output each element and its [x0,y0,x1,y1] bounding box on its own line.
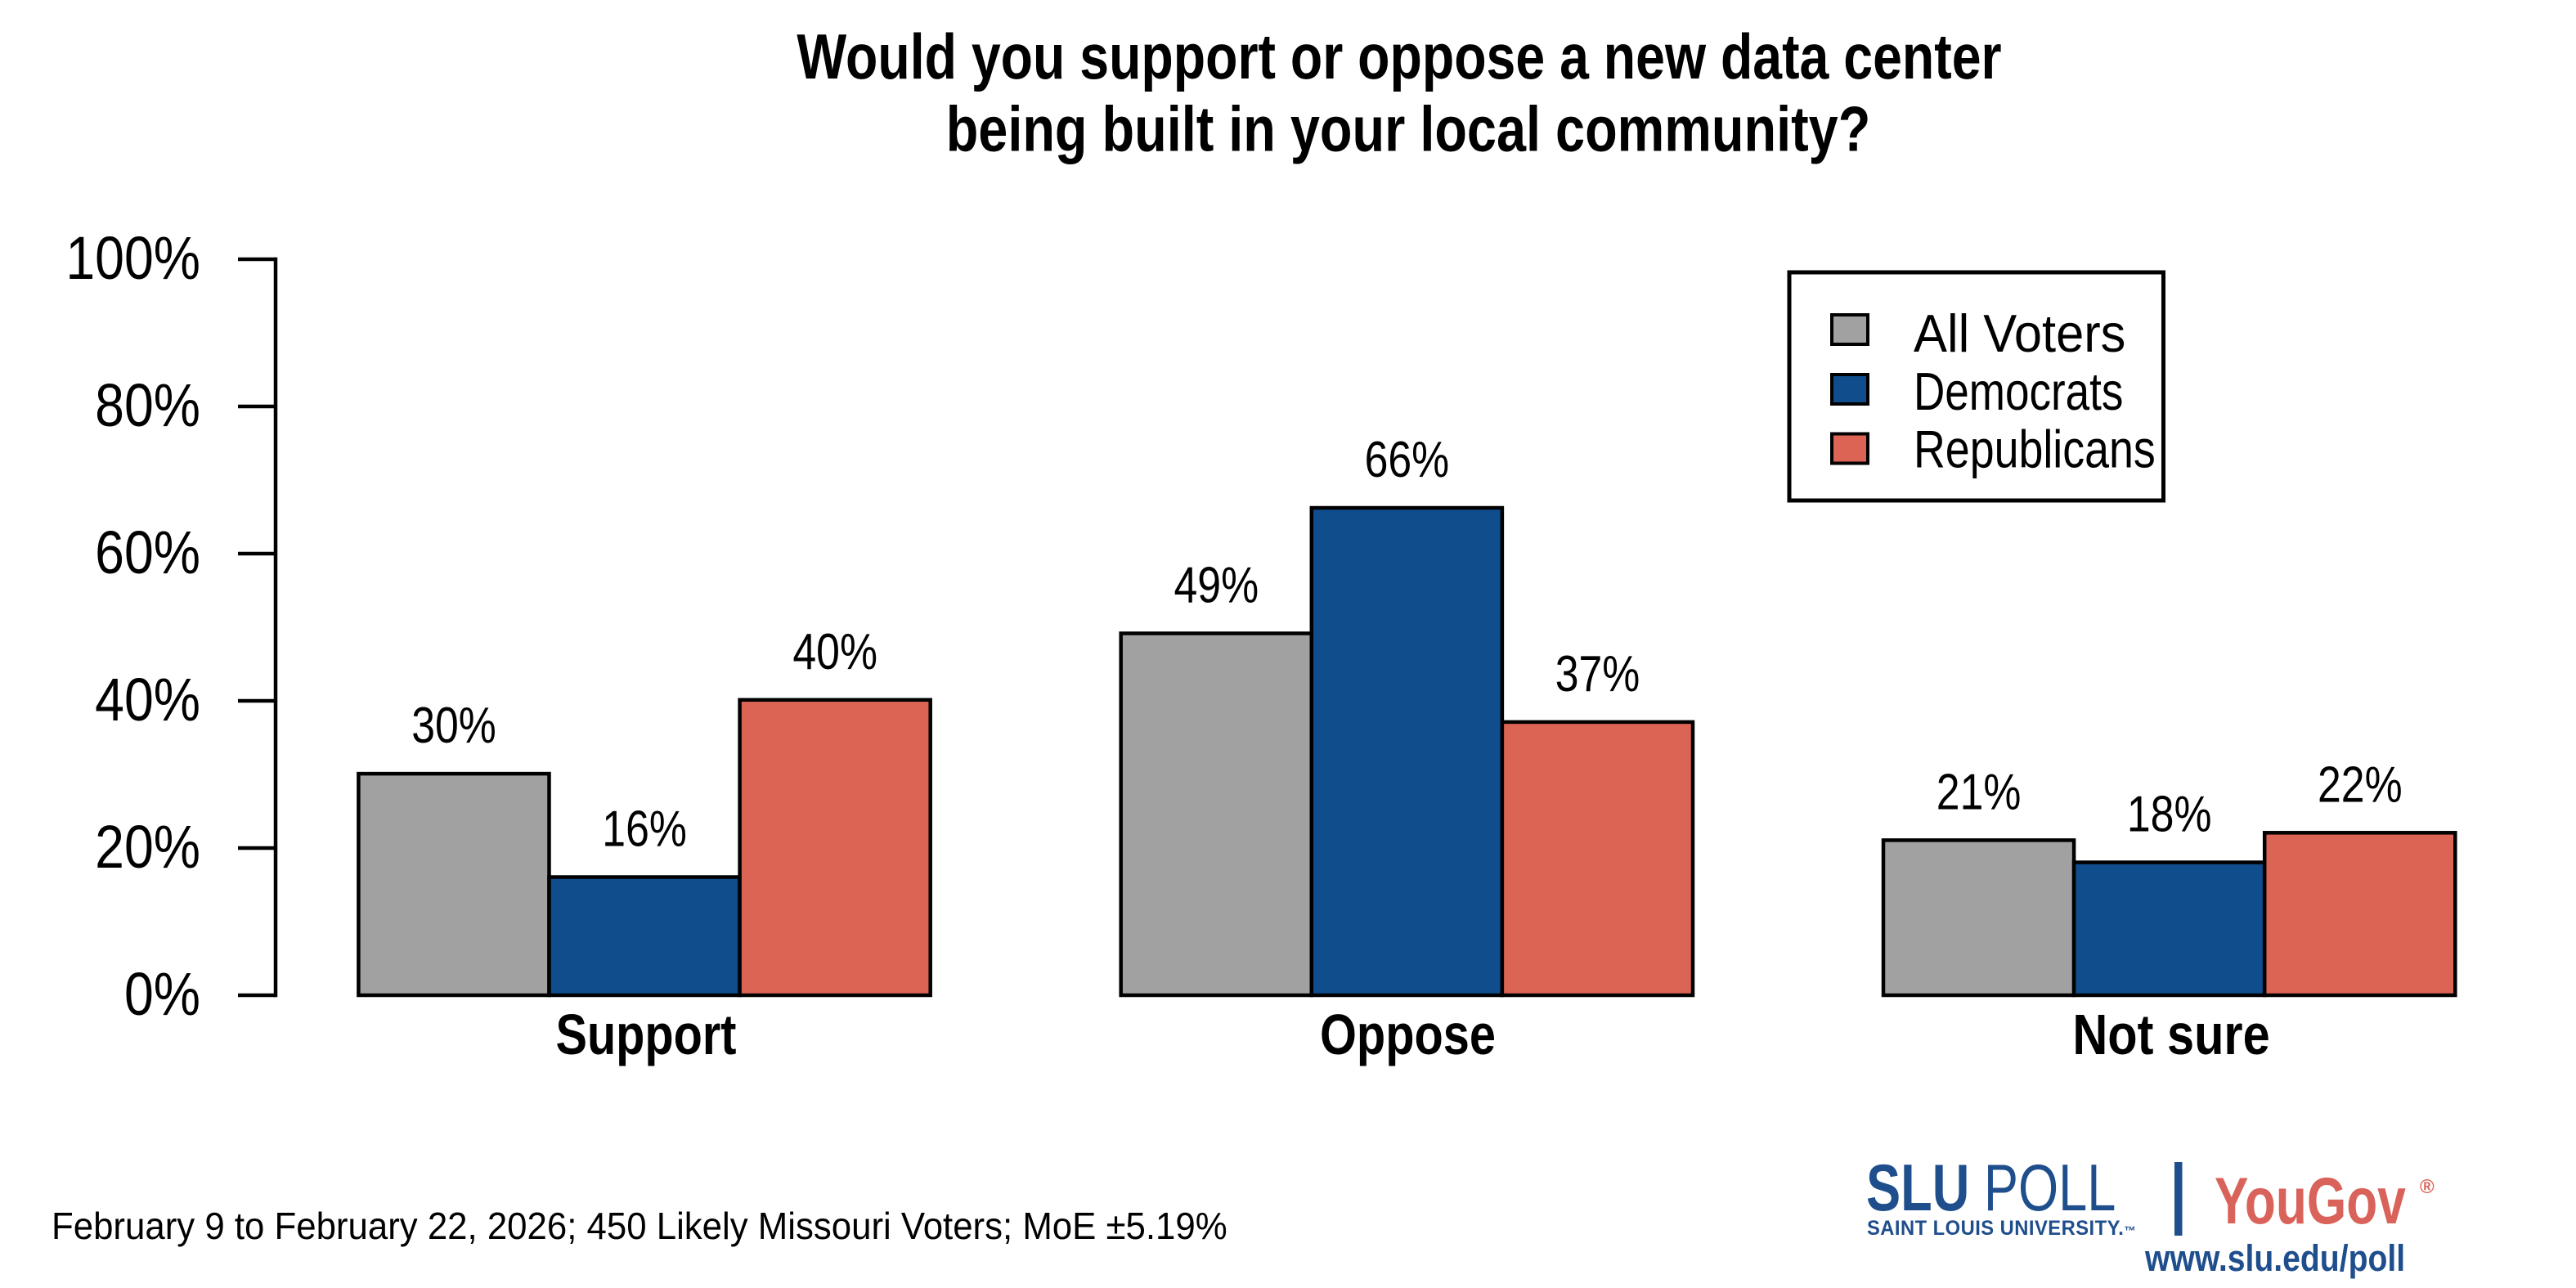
svg-text:20%: 20% [95,813,200,881]
svg-text:All Voters: All Voters [1914,304,2125,363]
svg-text:YouGov: YouGov [2215,1165,2406,1238]
svg-text:60%: 60% [95,518,200,586]
svg-text:Not sure: Not sure [2072,1002,2269,1066]
svg-text:66%: 66% [1365,432,1450,488]
svg-text:®: ® [2420,1176,2435,1198]
svg-text:49%: 49% [1174,557,1259,613]
svg-text:40%: 40% [792,623,877,680]
svg-text:18%: 18% [2127,786,2212,842]
svg-text:30%: 30% [411,698,496,754]
svg-text:SAINT LOUIS UNIVERSITY.™: SAINT LOUIS UNIVERSITY.™ [1867,1217,2136,1240]
svg-text:21%: 21% [1936,764,2022,820]
svg-text:16%: 16% [602,801,687,857]
svg-text:Oppose: Oppose [1320,1003,1496,1067]
svg-text:37%: 37% [1555,646,1640,702]
svg-text:Republicans: Republicans [1914,420,2156,479]
svg-text:80%: 80% [95,371,200,439]
svg-text:Democrats: Democrats [1914,361,2123,421]
svg-text:February 9 to February 22, 202: February 9 to February 22, 2026; 450 Lik… [52,1205,1227,1247]
svg-text:being built in your local comm: being built in your local community? [946,94,1871,165]
svg-text:22%: 22% [2318,756,2403,813]
svg-text:SLU POLL: SLU POLL [1866,1151,2116,1225]
svg-text:100%: 100% [65,224,200,292]
svg-text:www.slu.edu/poll: www.slu.edu/poll [2144,1237,2405,1278]
svg-text:0%: 0% [124,960,200,1028]
svg-text:40%: 40% [95,666,200,734]
svg-text:Would you support or oppose a: Would you support or oppose a new data c… [797,21,2001,92]
svg-text:Support: Support [555,1003,736,1067]
